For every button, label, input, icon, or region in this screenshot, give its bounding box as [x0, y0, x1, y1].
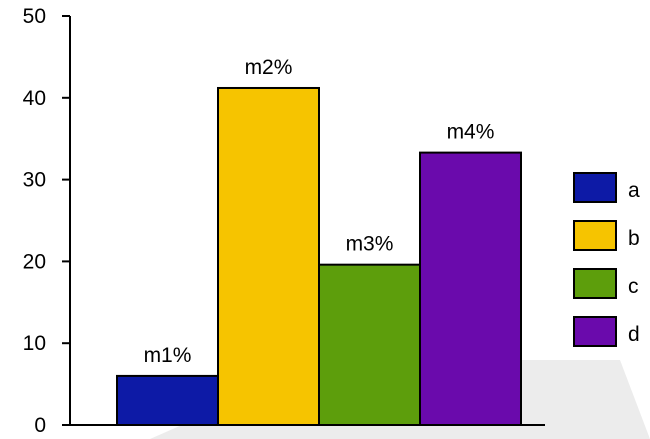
- legend-label-a: a: [628, 179, 640, 202]
- legend-label-b: b: [628, 227, 640, 250]
- legend-swatch-d: [573, 316, 617, 347]
- data-labels-group: m1% m2% m3% m4%: [144, 56, 495, 367]
- data-label-d: m4%: [447, 121, 495, 144]
- y-tick-label: 40: [23, 87, 46, 110]
- bar-c: [318, 263, 421, 426]
- bar-a: [116, 374, 219, 427]
- legend-swatch-b: [573, 220, 617, 251]
- data-label-b: m2%: [245, 56, 293, 79]
- y-tick-label: 0: [34, 414, 46, 437]
- legend-swatch-a: [573, 172, 617, 203]
- legend-label-c: c: [628, 275, 639, 298]
- bar-b: [217, 86, 320, 426]
- bars-group: [116, 86, 522, 427]
- data-label-a: m1%: [144, 344, 192, 367]
- y-tick-label: 20: [23, 250, 46, 273]
- y-tick-label: 10: [23, 332, 46, 355]
- y-tick-label: 30: [23, 169, 46, 192]
- legend-label-d: d: [628, 323, 640, 346]
- y-tick-label: 50: [23, 5, 46, 28]
- legend: a b c d: [573, 172, 640, 347]
- data-label-c: m3%: [346, 233, 394, 256]
- legend-swatch-c: [573, 268, 617, 299]
- bar-d: [419, 151, 522, 427]
